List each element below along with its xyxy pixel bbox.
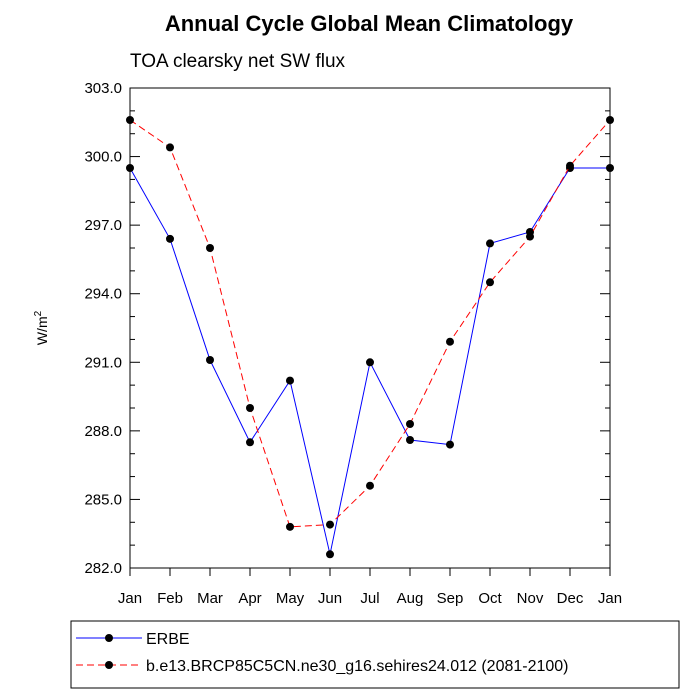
series-2-point <box>366 481 374 490</box>
series-2-point <box>526 232 534 241</box>
series-1-point <box>446 440 454 449</box>
series-2-point <box>206 244 214 252</box>
series-2-point <box>606 116 614 124</box>
x-tick-labels: Jan Feb Mar Apr May Jun Jul Aug Sep Oct Nov Dec Jan <box>118 590 622 607</box>
y-tick-label: 291.0 <box>84 354 122 371</box>
series-2-point <box>286 522 294 531</box>
x-tick-label: Sep <box>437 590 464 607</box>
series-2-point <box>446 337 454 346</box>
y-tick-label: 297.0 <box>84 217 122 234</box>
tick-group <box>129 87 611 576</box>
y-tick-label: 294.0 <box>84 286 122 303</box>
x-tick-label: Jul <box>360 590 379 607</box>
series-1-point <box>286 376 294 385</box>
series-2-point <box>326 520 334 529</box>
x-tick-label: Feb <box>157 590 183 607</box>
legend-box <box>70 620 680 689</box>
y-tick-label: 288.0 <box>84 423 122 440</box>
y-tick-label: 282.0 <box>84 560 122 577</box>
series-1-point <box>406 436 414 444</box>
series-1-point <box>606 164 614 172</box>
y-tick-label: 300.0 <box>84 149 122 166</box>
legend-label-2: b.e13.BRCP85C5CN.ne30_g16.sehires24.012 … <box>146 658 569 675</box>
legend-label-1: ERBE <box>146 631 190 648</box>
x-tick-label: Jan <box>598 590 622 607</box>
y-axis-label: W/m2 <box>33 310 50 345</box>
series-2-point <box>166 143 174 152</box>
series-1-point <box>366 358 374 367</box>
series-2-point <box>126 116 134 124</box>
series-1-point <box>486 239 494 248</box>
series-1-point <box>206 356 214 364</box>
x-tick-label: Aug <box>397 590 424 607</box>
series-2-point <box>406 420 414 428</box>
x-tick-label: Apr <box>238 590 261 607</box>
series-1-point <box>126 164 134 172</box>
series-2-point <box>246 404 254 412</box>
x-tick-label: Nov <box>517 590 544 607</box>
series-2-point <box>566 161 574 170</box>
series-2-point <box>486 278 494 287</box>
x-tick-label: Jun <box>318 590 342 607</box>
legend: ERBE b.e13.BRCP85C5CN.ne30_g16.sehires24.… <box>76 631 569 675</box>
y-tick-label: 303.0 <box>84 80 122 97</box>
y-tick-labels: 282.0 285.0 288.0 291.0 294.0 297.0 300.0 303.0 <box>84 80 122 577</box>
x-tick-label: May <box>276 590 305 607</box>
series-line-2 <box>129 119 611 528</box>
x-tick-label: Mar <box>197 590 223 607</box>
series-1-point <box>326 550 334 559</box>
x-tick-label: Jan <box>118 590 142 607</box>
legend-marker-2 <box>105 661 113 669</box>
x-tick-label: Dec <box>557 590 584 607</box>
series-1-point <box>246 438 254 447</box>
series-group <box>126 116 614 559</box>
y-tick-label: 285.0 <box>84 491 122 508</box>
series-1-point <box>166 234 174 243</box>
chart-subtitle: TOA clearsky net SW flux <box>130 51 346 72</box>
plot-frame <box>129 87 611 569</box>
legend-marker-1 <box>105 634 113 642</box>
x-tick-label: Oct <box>478 590 502 607</box>
chart-title: Annual Cycle Global Mean Climatology <box>165 11 574 36</box>
